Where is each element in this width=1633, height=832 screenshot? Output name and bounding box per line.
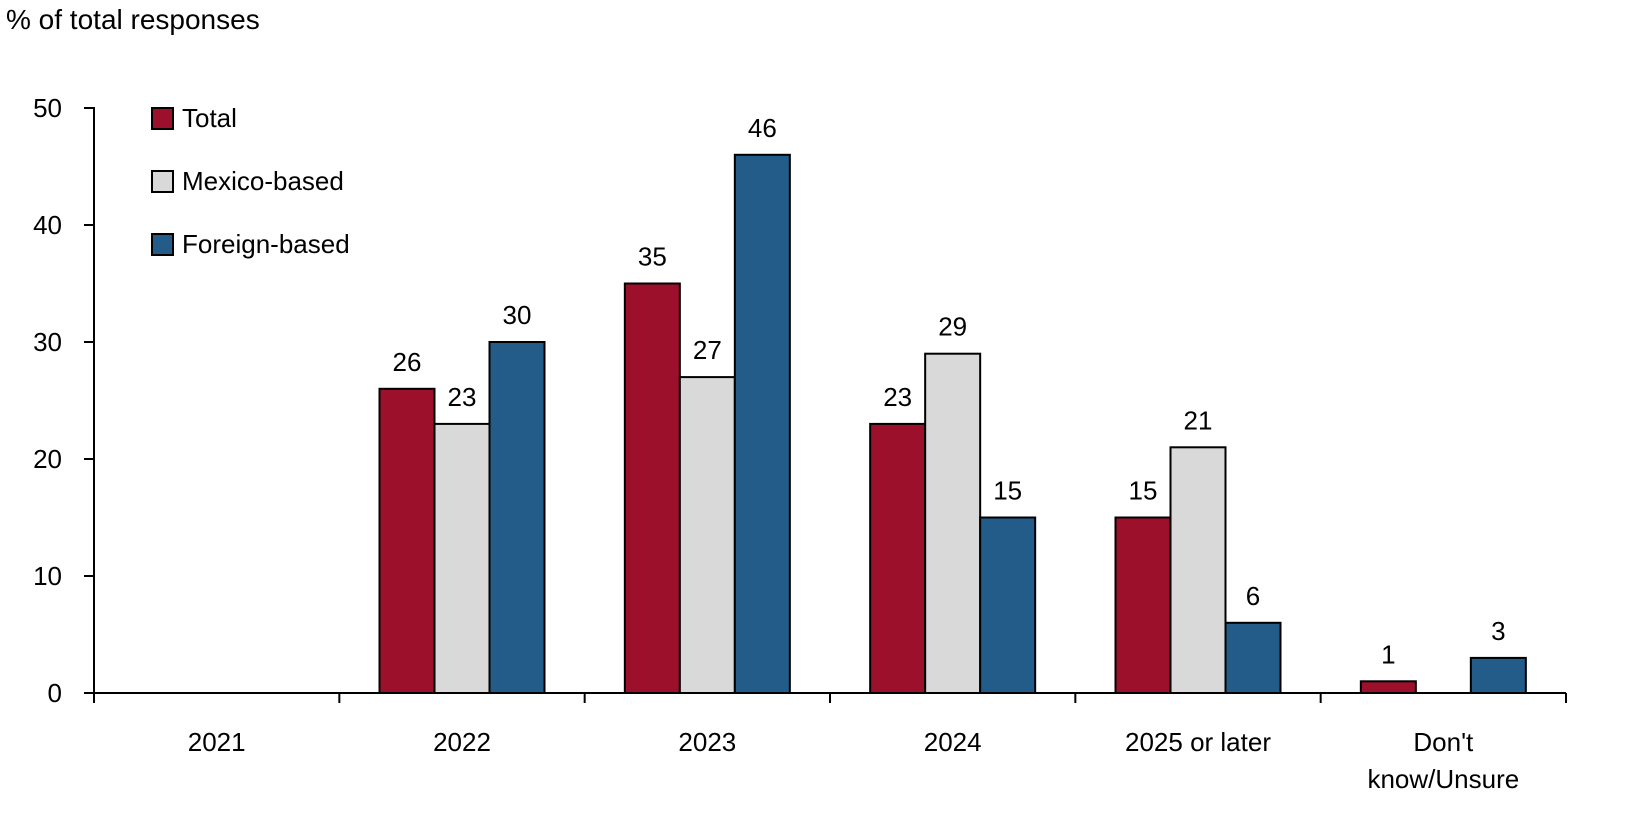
bar — [1114, 516, 1172, 694]
x-tick-label: 2022 — [433, 727, 491, 757]
data-label: 15 — [1129, 476, 1158, 506]
data-label: 26 — [393, 347, 422, 377]
bar — [733, 153, 791, 695]
x-tick-label: 2021 — [188, 727, 246, 757]
y-tick-label: 10 — [33, 561, 62, 591]
data-label: 29 — [938, 312, 967, 342]
data-label: 30 — [503, 300, 532, 330]
data-label: 15 — [993, 476, 1022, 506]
y-tick-label: 50 — [33, 93, 62, 123]
bar — [378, 387, 436, 694]
legend-swatch — [151, 107, 174, 130]
x-tick-label: 2025 or later — [1125, 727, 1271, 757]
x-tick-label: 2023 — [678, 727, 736, 757]
bar — [1469, 656, 1527, 695]
data-label: 23 — [883, 382, 912, 412]
bar — [869, 422, 927, 694]
legend-label: Foreign-based — [182, 229, 350, 259]
bars — [378, 153, 1527, 695]
data-label: 35 — [638, 242, 667, 272]
y-tick-label: 20 — [33, 444, 62, 474]
bar — [1169, 446, 1227, 694]
y-axis-label: % of total responses — [6, 4, 260, 35]
legend-label: Total — [182, 103, 237, 133]
bar — [678, 376, 736, 694]
bar — [924, 352, 982, 694]
y-tick-label: 30 — [33, 327, 62, 357]
y-axis: 0 10 20 30 40 50 — [33, 93, 95, 708]
data-labels: 26 23 30 35 27 46 23 29 15 15 21 6 1 3 — [393, 113, 1506, 669]
data-label: 27 — [693, 335, 722, 365]
legend-label: Mexico-based — [182, 166, 344, 196]
x-axis: 2021 2022 2023 2024 2025 or later Don't know/U… — [84, 692, 1567, 794]
legend-swatch — [151, 170, 174, 193]
x-tick-label: 2024 — [924, 727, 982, 757]
data-label: 46 — [748, 113, 777, 143]
legend: Total Mexico-based Foreign-based — [151, 103, 350, 259]
data-label: 3 — [1491, 616, 1505, 646]
bar — [623, 282, 681, 694]
bar — [1224, 621, 1282, 694]
data-label: 1 — [1381, 639, 1395, 669]
data-label: 21 — [1184, 405, 1213, 435]
bar — [488, 341, 546, 694]
x-tick-label: Don't know/Unsure — [1367, 727, 1519, 794]
y-tick-label: 40 — [33, 210, 62, 240]
bar — [433, 422, 491, 694]
bar — [1359, 680, 1417, 694]
legend-swatch — [151, 233, 174, 256]
data-label: 6 — [1246, 581, 1260, 611]
bar — [979, 516, 1037, 694]
y-tick-label: 0 — [48, 678, 62, 708]
data-label: 23 — [448, 382, 477, 412]
